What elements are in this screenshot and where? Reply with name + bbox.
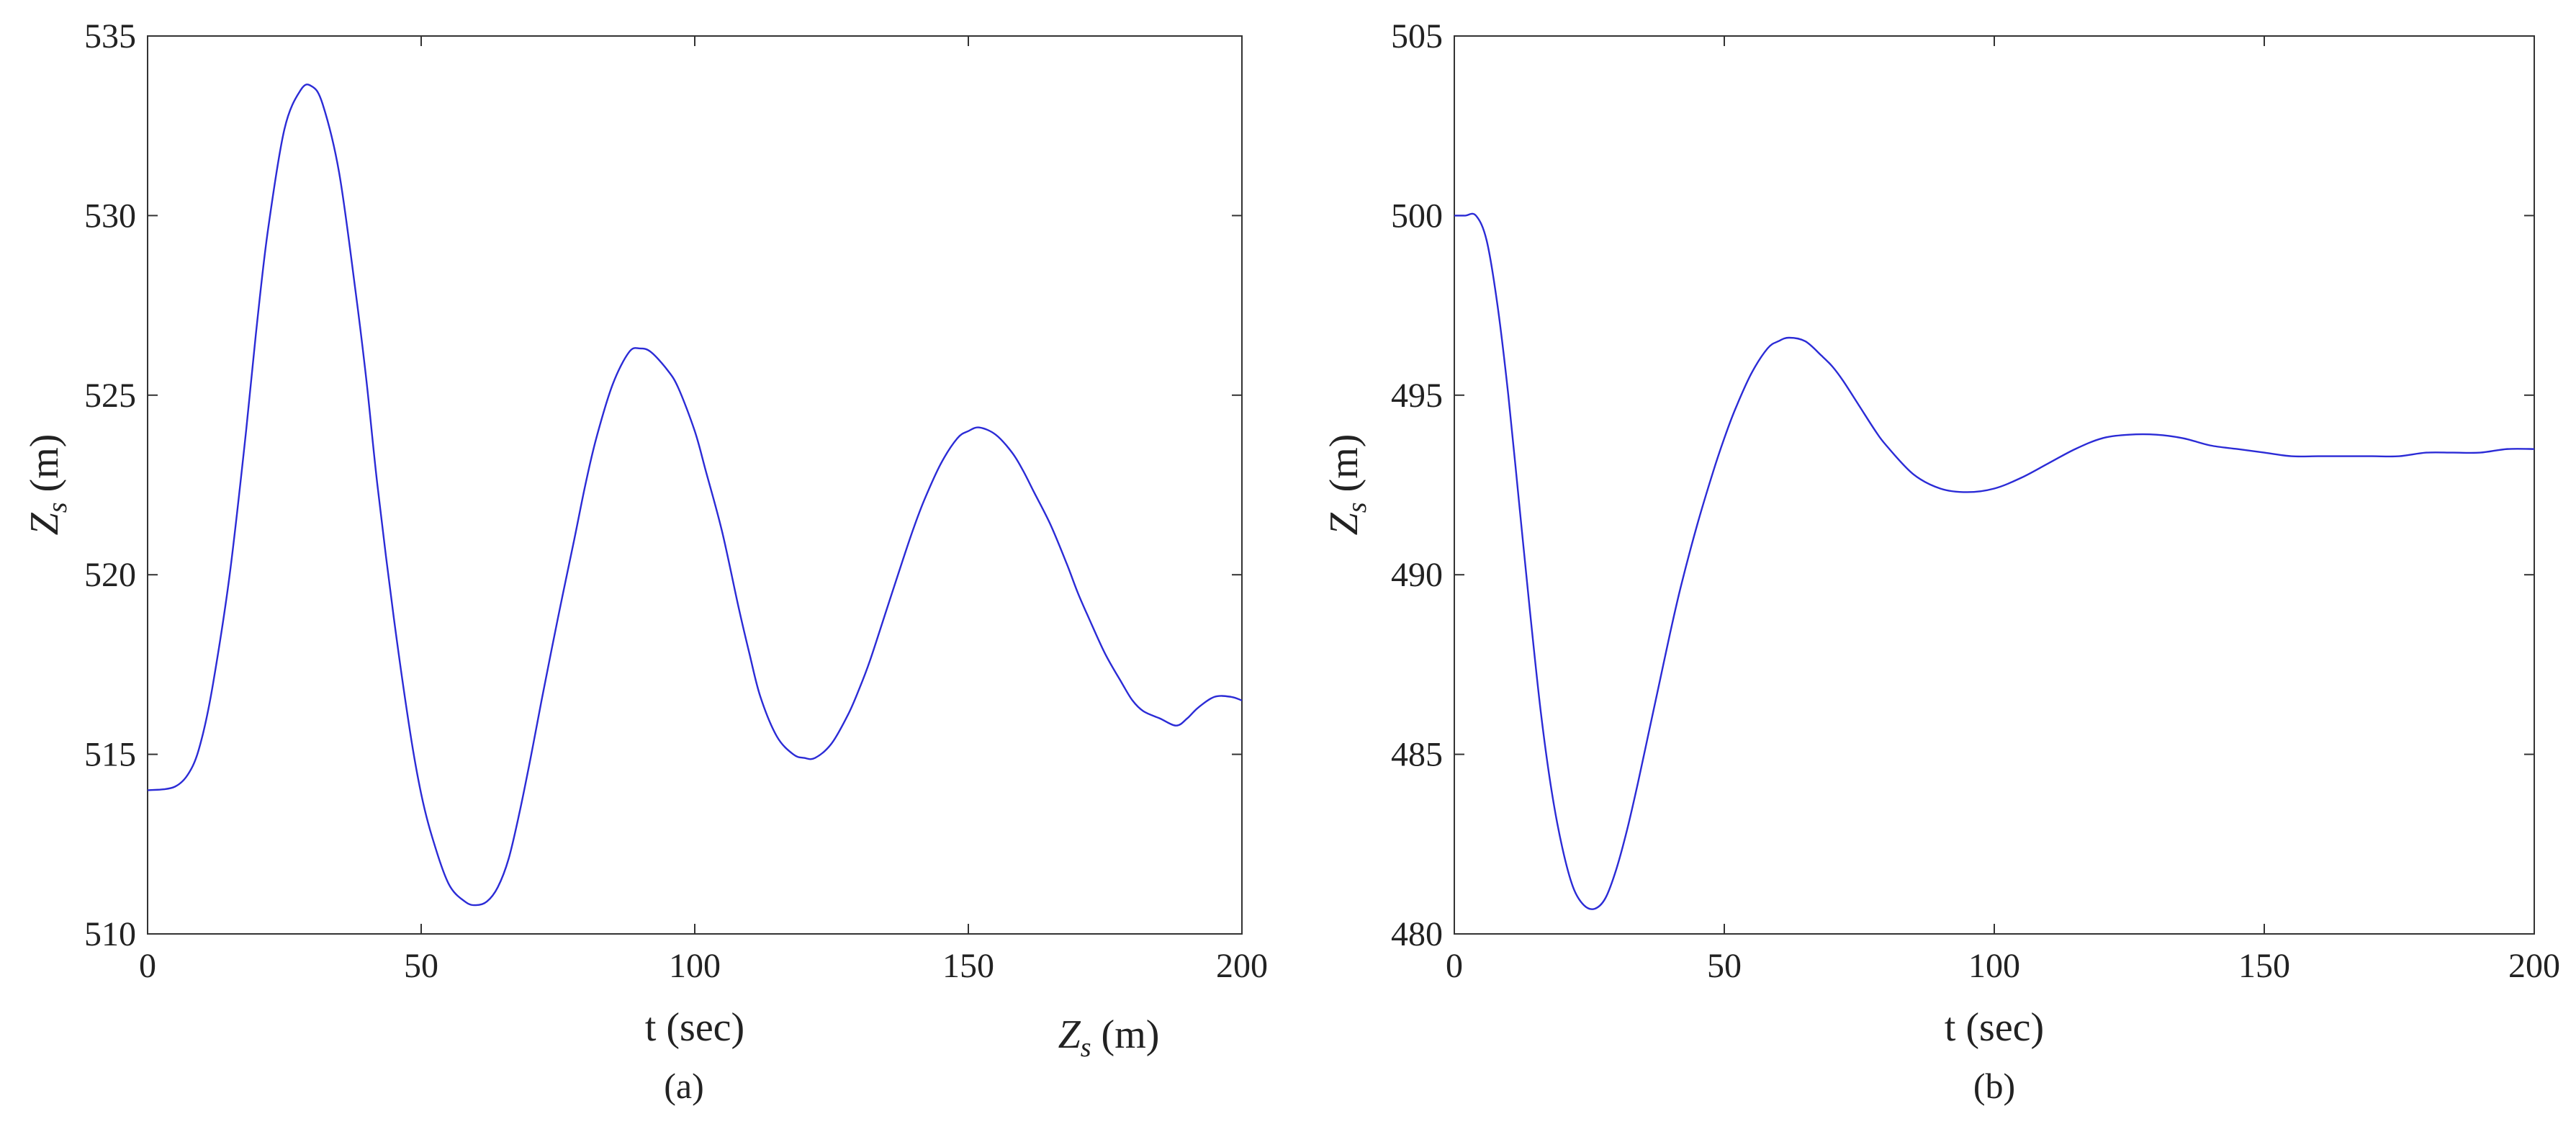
panel-a-series-line [147, 84, 1243, 907]
panel-a-xtick-label: 0 [139, 947, 156, 985]
stray-label-unit: (m) [1091, 1012, 1160, 1057]
panel-a-ytick-label: 520 [84, 556, 136, 594]
panel-a-xtick-label: 200 [1216, 947, 1268, 985]
svg-text:Zs (m): Zs (m) [22, 434, 73, 536]
panel-b-xtick-label: 200 [2508, 947, 2560, 985]
svg-text:Zs (m): Zs (m) [1058, 1012, 1160, 1063]
panel-a-ticks: 0 50 100 150 200 510 515 520 525 530 535 [84, 17, 1268, 985]
panel-b-xtick-label: 0 [1446, 947, 1463, 985]
panel-b-ytick-label: 485 [1391, 736, 1443, 774]
panel-b-series-line [1454, 212, 2535, 910]
panel-a-xtick-label: 100 [669, 947, 721, 985]
panel-b-ylabel-symbol: Z [1322, 512, 1366, 535]
panel-a-xtick-label: 150 [942, 947, 994, 985]
panel-a-ytick-label: 525 [84, 377, 136, 415]
panel-b-caption: (b) [1973, 1066, 2015, 1106]
panel-a-ytick-label: 515 [84, 736, 136, 774]
panel-b-ytick-label: 480 [1391, 915, 1443, 953]
panel-b-ylabel-unit: (m) [1322, 434, 1366, 503]
panel-a-stray-label: Zs (m) [1058, 1012, 1160, 1063]
panel-b-xlabel: t (sec) [1945, 1005, 2044, 1050]
panel-a-xtick-label: 50 [404, 947, 438, 985]
panel-a-ylabel-unit: (m) [22, 434, 67, 503]
panel-b-axes-frame [1454, 35, 2535, 935]
panel-b-ytick-label: 500 [1391, 197, 1443, 235]
panel-a-ytick-label: 530 [84, 197, 136, 235]
panel-b-xtick-label: 100 [1968, 947, 2020, 985]
stray-label-symbol: Z [1058, 1012, 1081, 1057]
stray-label-subscript: s [1081, 1033, 1091, 1063]
panel-b-xtick-label: 150 [2238, 947, 2290, 985]
panel-a: 0 50 100 150 200 510 515 520 525 530 535 t (sec) (… [22, 17, 1268, 1106]
svg-text:Zs (m): Zs (m) [1322, 434, 1372, 536]
panel-b-ytick-label: 490 [1391, 556, 1443, 594]
panel-a-ytick-label: 535 [84, 17, 136, 55]
panel-b: 0 50 100 150 200 480 485 490 495 500 505 t (sec) (… [1322, 17, 2560, 1106]
panel-b-xtick-label: 50 [1707, 947, 1742, 985]
panel-b-ticks: 0 50 100 150 200 480 485 490 495 500 505 [1391, 17, 2560, 985]
panel-a-ylabel-symbol: Z [22, 512, 67, 535]
panel-b-ytick-label: 505 [1391, 17, 1443, 55]
panel-a-xlabel: t (sec) [645, 1005, 744, 1050]
panel-a-ylabel-subscript: s [42, 502, 73, 513]
panel-a-axes-frame [147, 35, 1243, 935]
panel-a-ytick-label: 510 [84, 915, 136, 953]
panel-a-caption: (a) [664, 1066, 704, 1106]
panel-b-ylabel: Zs (m) [1322, 434, 1372, 536]
panel-a-ylabel: Zs (m) [22, 434, 73, 536]
panel-b-ytick-label: 495 [1391, 377, 1443, 415]
panel-b-ylabel-subscript: s [1342, 502, 1372, 513]
